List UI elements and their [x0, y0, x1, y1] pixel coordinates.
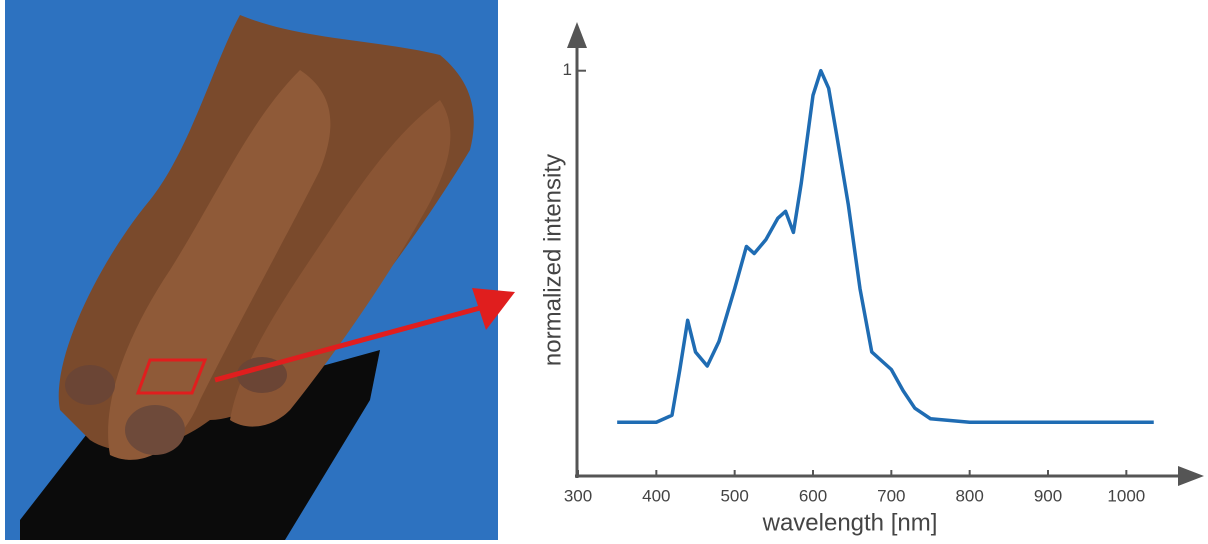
spectrum-line: [617, 71, 1154, 423]
y-tick-label: 1: [563, 60, 572, 79]
y-axis-label: normalized intensity: [539, 154, 566, 366]
x-tick-label: 1000: [1107, 486, 1145, 505]
x-tick-label: 300: [564, 486, 592, 505]
x-tick-label: 400: [642, 486, 670, 505]
finger-render: [5, 0, 498, 540]
x-tick-label: 900: [1034, 486, 1062, 505]
x-tick-label: 600: [799, 486, 827, 505]
x-tick-label: 500: [720, 486, 748, 505]
x-axis-label: wavelength [nm]: [762, 509, 938, 536]
figure: wavelength [nm] normalized intensity 300…: [0, 0, 1208, 544]
x-tick-label: 700: [877, 486, 905, 505]
axes: [567, 22, 1204, 486]
x-tick-label: 800: [955, 486, 983, 505]
